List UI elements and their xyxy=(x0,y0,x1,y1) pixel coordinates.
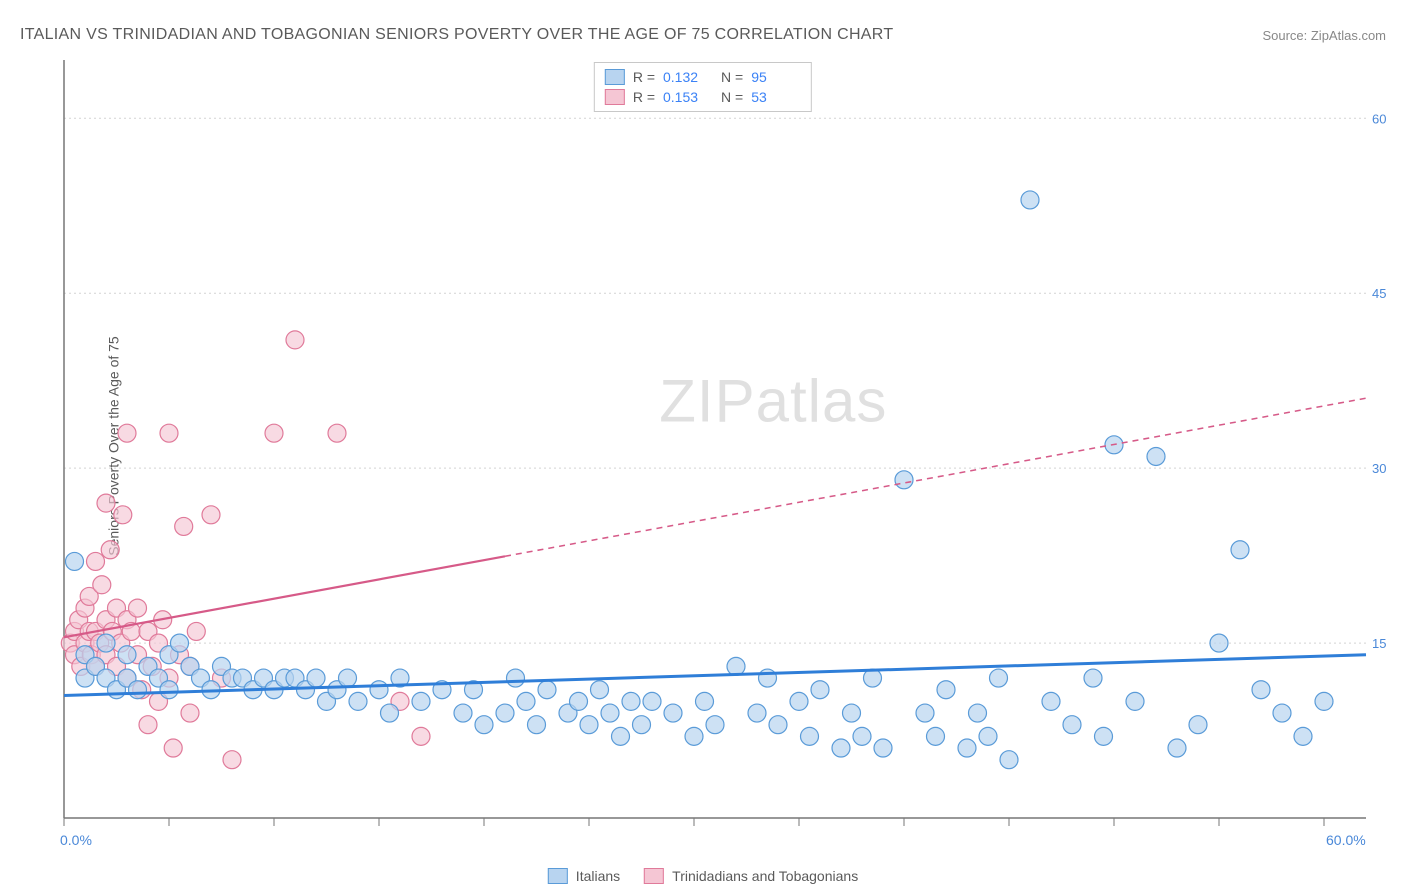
x-axis-max-label: 60.0% xyxy=(1326,832,1366,848)
legend-swatch xyxy=(605,89,625,105)
n-value: 53 xyxy=(751,89,801,105)
series-name: Trinidadians and Tobagonians xyxy=(672,868,858,884)
n-label: N = xyxy=(721,69,743,85)
svg-text:45.0%: 45.0% xyxy=(1372,286,1386,301)
chart-area: 15.0% 30.0% 45.0% 60.0% xyxy=(26,60,1386,852)
legend-swatch xyxy=(644,868,664,884)
n-value: 95 xyxy=(751,69,801,85)
r-value: 0.132 xyxy=(663,69,713,85)
series-name: Italians xyxy=(576,868,620,884)
x-axis-min-label: 0.0% xyxy=(60,832,92,848)
svg-text:30.0%: 30.0% xyxy=(1372,461,1386,476)
legend-item: Italians xyxy=(548,868,620,884)
n-label: N = xyxy=(721,89,743,105)
chart-title: ITALIAN VS TRINIDADIAN AND TOBAGONIAN SE… xyxy=(20,26,893,44)
legend-correlation: R = 0.132 N = 95 R = 0.153 N = 53 xyxy=(594,62,812,112)
svg-text:15.0%: 15.0% xyxy=(1372,636,1386,651)
legend-swatch xyxy=(605,69,625,85)
r-label: R = xyxy=(633,89,655,105)
scatter-chart-svg: 15.0% 30.0% 45.0% 60.0% xyxy=(26,60,1386,852)
legend-series: Italians Trinidadians and Tobagonians xyxy=(548,868,858,884)
r-value: 0.153 xyxy=(663,89,713,105)
legend-row: R = 0.153 N = 53 xyxy=(605,87,801,107)
legend-swatch xyxy=(548,868,568,884)
legend-item: Trinidadians and Tobagonians xyxy=(644,868,858,884)
legend-row: R = 0.132 N = 95 xyxy=(605,67,801,87)
source-label: Source: ZipAtlas.com xyxy=(1262,28,1386,43)
svg-text:60.0%: 60.0% xyxy=(1372,111,1386,126)
r-label: R = xyxy=(633,69,655,85)
